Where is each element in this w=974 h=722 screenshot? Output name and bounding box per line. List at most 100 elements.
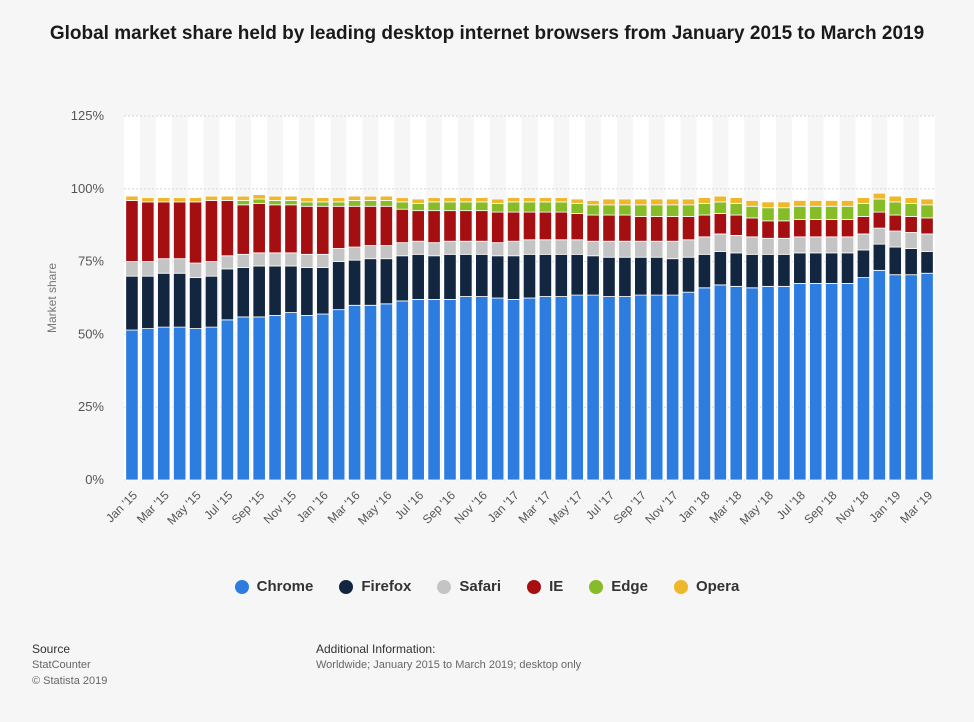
bar-safari[interactable] [840,236,855,254]
bar-firefox[interactable] [729,252,743,287]
bar-safari[interactable] [904,232,918,249]
bar-ie[interactable] [173,201,187,260]
bar-edge[interactable] [475,201,489,212]
bar-chrome[interactable] [316,313,330,481]
bar-chrome[interactable] [681,291,696,481]
bar-firefox[interactable] [872,243,886,271]
bar-opera[interactable] [570,198,584,204]
bar-ie[interactable] [204,200,219,262]
bar-opera[interactable] [332,197,346,203]
bar-ie[interactable] [888,214,902,232]
bar-ie[interactable] [904,216,918,233]
bar-chrome[interactable] [141,328,155,481]
bar-chrome[interactable] [777,285,791,481]
bar-opera[interactable] [379,195,393,201]
bar-ie[interactable] [809,218,823,238]
bar-safari[interactable] [809,236,823,254]
bar-opera[interactable] [729,197,743,204]
bar-edge[interactable] [459,201,473,212]
bar-firefox[interactable] [920,251,934,274]
bar-opera[interactable] [284,195,298,201]
bar-safari[interactable] [395,242,409,257]
bar-opera[interactable] [316,197,330,203]
bar-edge[interactable] [713,201,727,214]
bar-safari[interactable] [729,234,743,254]
bar-chrome[interactable] [650,294,664,481]
bar-safari[interactable] [650,240,664,258]
bar-chrome[interactable] [411,299,425,481]
bar-ie[interactable] [443,210,457,242]
bar-ie[interactable] [188,201,203,264]
bar-edge[interactable] [761,207,775,222]
bar-edge[interactable] [586,204,600,216]
bar-opera[interactable] [745,200,759,207]
bar-safari[interactable] [236,253,250,268]
bar-safari[interactable] [427,242,441,257]
bar-edge[interactable] [777,207,791,222]
bar-firefox[interactable] [761,253,775,287]
bar-edge[interactable] [840,205,855,220]
bar-opera[interactable] [427,197,441,203]
bar-safari[interactable] [602,240,616,258]
bar-chrome[interactable] [729,285,743,481]
bar-firefox[interactable] [840,252,855,284]
bar-ie[interactable] [920,217,934,235]
bar-chrome[interactable] [872,269,886,481]
bar-ie[interactable] [316,205,330,255]
bar-firefox[interactable] [284,265,298,313]
bar-opera[interactable] [491,198,505,204]
bar-ie[interactable] [427,210,441,244]
bar-edge[interactable] [252,198,266,204]
bar-opera[interactable] [920,198,934,206]
bar-edge[interactable] [856,202,871,217]
bar-opera[interactable] [618,198,632,206]
bar-ie[interactable] [793,218,807,238]
bar-firefox[interactable] [634,256,648,296]
bar-safari[interactable] [522,239,537,255]
bar-edge[interactable] [236,200,250,206]
bar-safari[interactable] [586,240,600,257]
bar-opera[interactable] [634,198,648,206]
bar-firefox[interactable] [522,253,537,299]
bar-opera[interactable] [459,197,473,203]
bar-opera[interactable] [809,200,823,207]
bar-firefox[interactable] [173,272,187,328]
bar-edge[interactable] [284,200,298,206]
bar-chrome[interactable] [602,296,616,481]
bar-opera[interactable] [793,200,807,207]
bar-chrome[interactable] [904,274,918,481]
bar-chrome[interactable] [618,296,632,481]
bar-chrome[interactable] [856,277,871,481]
bar-edge[interactable] [570,202,584,214]
bar-opera[interactable] [204,195,219,201]
bar-firefox[interactable] [809,252,823,284]
bar-firefox[interactable] [363,258,378,306]
bar-chrome[interactable] [920,272,934,481]
bar-safari[interactable] [618,240,632,258]
bar-edge[interactable] [316,201,330,207]
bar-firefox[interactable] [188,277,203,329]
bar-ie[interactable] [681,216,696,241]
bar-chrome[interactable] [125,329,139,481]
bar-ie[interactable] [856,216,871,235]
bar-chrome[interactable] [268,315,282,481]
bar-opera[interactable] [554,197,568,203]
bar-safari[interactable] [554,239,568,255]
bar-chrome[interactable] [284,312,298,481]
bar-chrome[interactable] [570,294,584,481]
bar-firefox[interactable] [554,253,568,297]
bar-safari[interactable] [793,236,807,254]
bar-ie[interactable] [618,214,632,242]
bar-ie[interactable] [761,220,775,239]
bar-firefox[interactable] [300,267,314,316]
legend-item-ie[interactable]: IE [527,578,563,595]
legend-item-edge[interactable]: Edge [589,578,648,595]
bar-ie[interactable] [713,213,727,235]
bar-opera[interactable] [856,197,871,204]
bar-edge[interactable] [379,200,393,207]
bar-opera[interactable] [761,201,775,209]
bar-safari[interactable] [872,227,886,245]
bar-safari[interactable] [475,240,489,255]
bar-safari[interactable] [411,240,425,255]
bar-edge[interactable] [634,204,648,217]
